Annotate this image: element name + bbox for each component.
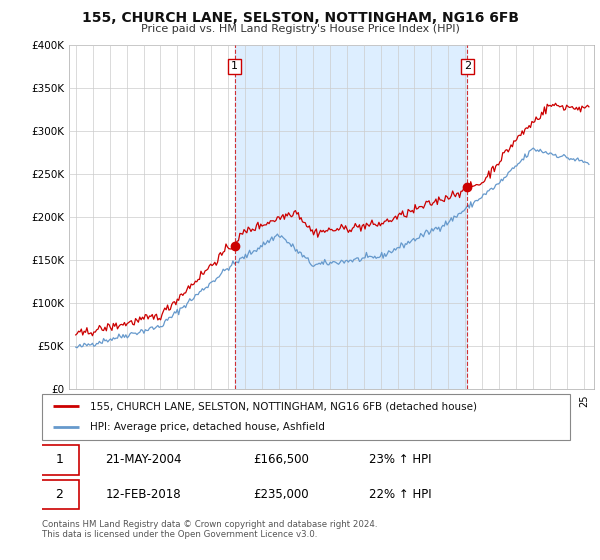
Text: £235,000: £235,000 <box>253 488 309 501</box>
FancyBboxPatch shape <box>42 394 570 440</box>
Text: Price paid vs. HM Land Registry's House Price Index (HPI): Price paid vs. HM Land Registry's House … <box>140 24 460 34</box>
Text: 2: 2 <box>55 488 64 501</box>
Text: 155, CHURCH LANE, SELSTON, NOTTINGHAM, NG16 6FB: 155, CHURCH LANE, SELSTON, NOTTINGHAM, N… <box>82 11 518 25</box>
Bar <box>235 45 467 389</box>
Text: HPI: Average price, detached house, Ashfield: HPI: Average price, detached house, Ashf… <box>89 422 325 432</box>
FancyBboxPatch shape <box>40 445 79 475</box>
Text: 12-FEB-2018: 12-FEB-2018 <box>106 488 181 501</box>
Text: 22% ↑ HPI: 22% ↑ HPI <box>370 488 432 501</box>
Text: 155, CHURCH LANE, SELSTON, NOTTINGHAM, NG16 6FB (detached house): 155, CHURCH LANE, SELSTON, NOTTINGHAM, N… <box>89 401 476 411</box>
Text: 1: 1 <box>231 62 238 71</box>
Text: 21-MAY-2004: 21-MAY-2004 <box>106 454 182 466</box>
Text: 2: 2 <box>464 62 471 71</box>
FancyBboxPatch shape <box>40 479 79 509</box>
Text: 23% ↑ HPI: 23% ↑ HPI <box>370 454 432 466</box>
Text: 1: 1 <box>55 454 64 466</box>
Text: Contains HM Land Registry data © Crown copyright and database right 2024.
This d: Contains HM Land Registry data © Crown c… <box>42 520 377 539</box>
Text: £166,500: £166,500 <box>253 454 309 466</box>
